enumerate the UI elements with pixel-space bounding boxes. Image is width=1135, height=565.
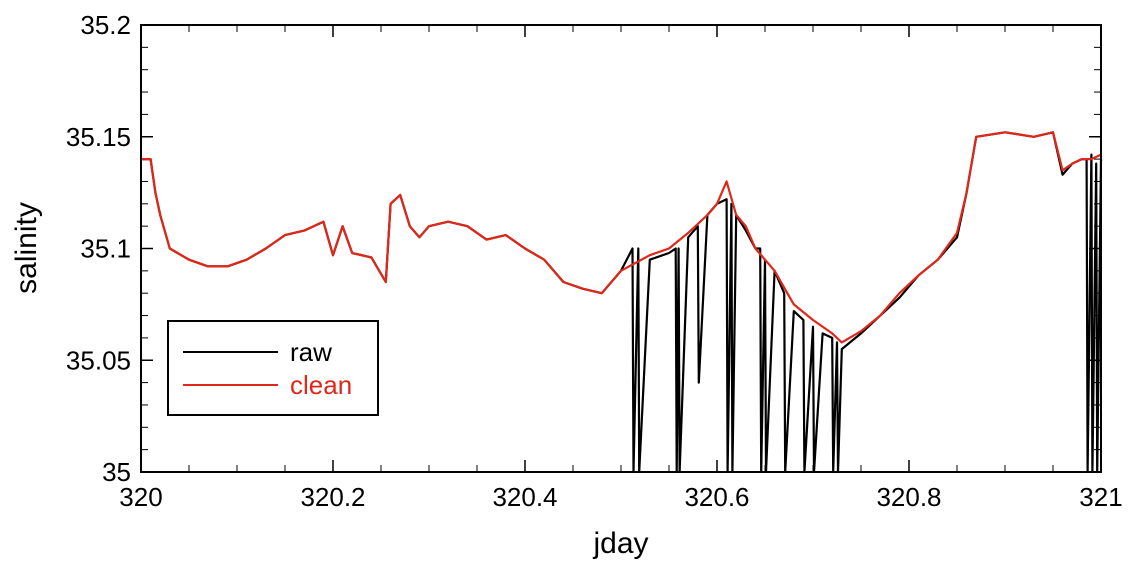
x-tick-label: 321 <box>1079 482 1122 512</box>
legend-box <box>167 320 379 416</box>
x-tick-label: 320 <box>119 482 162 512</box>
legend-label-clean: clean <box>290 370 352 400</box>
legend: raw clean <box>167 320 379 416</box>
y-tick-label: 35 <box>102 457 131 487</box>
tick-labels: 320 320.2 320.4 320.6 320.8 321 35 35.05 35.1 35.… <box>66 10 1123 512</box>
legend-label-raw: raw <box>290 337 332 367</box>
series-line-clean <box>141 131 1102 344</box>
series-line-raw <box>141 131 1103 474</box>
x-tick-label: 320.2 <box>300 482 365 512</box>
series-layer <box>141 131 1103 474</box>
y-tick-label: 35.1 <box>80 234 131 264</box>
x-tick-label: 320.4 <box>492 482 557 512</box>
y-tick-label: 35.05 <box>66 345 131 375</box>
y-tick-label: 35.2 <box>80 10 131 40</box>
y-axis-title: salinity <box>10 202 43 294</box>
y-tick-label: 35.15 <box>66 122 131 152</box>
plot-frame <box>140 24 1102 473</box>
x-tick-label: 320.6 <box>684 482 749 512</box>
x-tick-label: 320.8 <box>876 482 941 512</box>
x-axis-title: jday <box>592 527 648 560</box>
